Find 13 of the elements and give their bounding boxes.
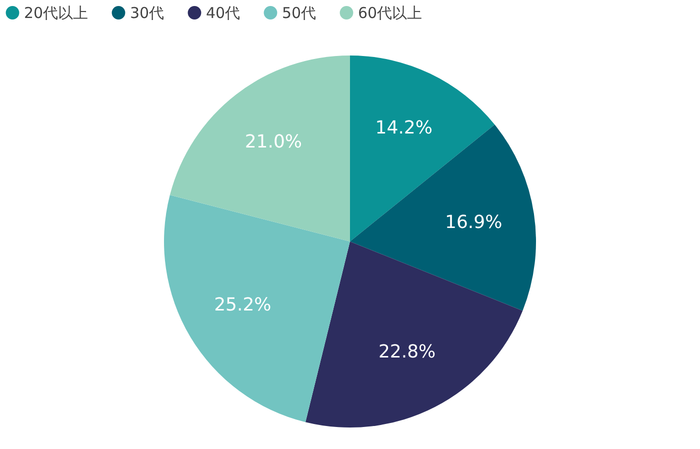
data-label: 14.2%: [375, 118, 432, 139]
legend-label: 30代: [130, 4, 164, 22]
legend-label: 20代以上: [24, 4, 88, 22]
legend-label: 40代: [206, 4, 240, 22]
data-label: 22.8%: [378, 342, 436, 363]
data-label: 21.0%: [244, 132, 302, 153]
pie-slice: [170, 56, 350, 242]
legend-label: 50代: [282, 4, 316, 22]
data-label: 25.2%: [214, 294, 272, 316]
pie-slice: [164, 195, 350, 422]
legend-label: 60代以上: [358, 4, 422, 22]
data-label: 16.9%: [445, 212, 502, 233]
pie-slice: [305, 242, 523, 428]
